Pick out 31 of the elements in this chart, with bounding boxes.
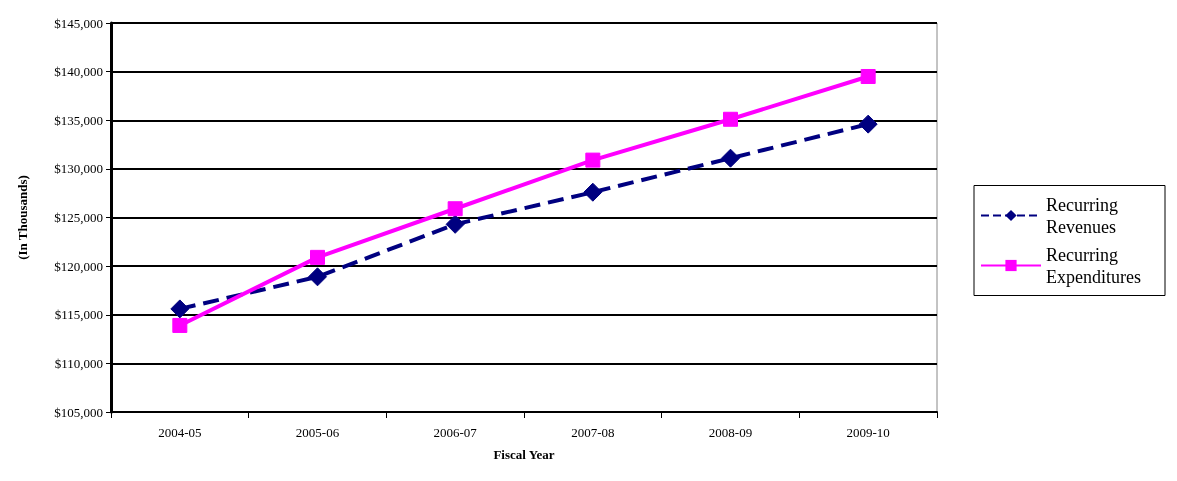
point [170,299,190,319]
y-tick-label: $130,000 [54,161,103,177]
y-tick-label: $140,000 [54,64,103,80]
point [308,267,327,287]
y-tick-label: $135,000 [54,112,103,128]
x-tick-label: 2005-06 [295,425,340,440]
point [860,68,876,84]
point [447,201,463,217]
legend-label: Recurring Revenues [1046,194,1123,237]
y-tick-label: $145,000 [54,15,103,31]
point [310,249,325,265]
point [585,152,601,168]
legend-label: Recurring Expenditures [1046,244,1141,287]
y-tick-label: $120,000 [54,258,103,274]
x-tick-label: 2007-08 [571,425,615,440]
y-axis-title: (In Thousands) [15,175,30,260]
x-tick-label: 2006-07 [433,425,478,440]
point [445,214,465,234]
x-tick-label: 2008-09 [708,425,753,440]
x-tick-label: 2004-05 [158,425,202,440]
y-tick-label: $125,000 [54,210,103,225]
y-tick-label: $110,000 [54,355,103,371]
x-axis-title: Fiscal Year [493,447,555,462]
point [723,111,738,127]
point [172,317,188,333]
x-tick-label: 2009-10 [846,425,890,440]
y-tick-label: $105,000 [54,404,103,420]
y-tick-label: $115,000 [54,307,103,323]
point [858,114,878,134]
point [583,182,603,202]
point [721,148,740,168]
